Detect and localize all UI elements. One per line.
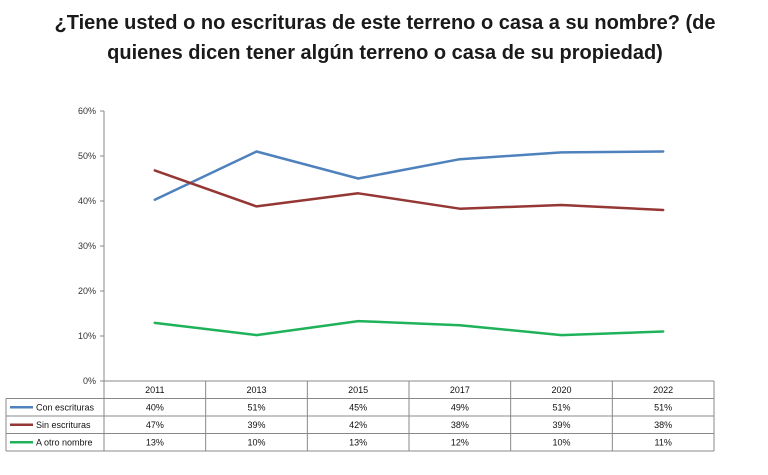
legend-label: Sin escrituras <box>36 420 91 430</box>
legend-label: A otro nombre <box>36 437 93 447</box>
data-label: 51% <box>247 402 265 412</box>
y-tick-label: 30% <box>78 241 96 251</box>
x-tick-label: 2022 <box>653 385 673 395</box>
x-tick-label: 2013 <box>246 385 266 395</box>
y-tick-label: 40% <box>78 196 96 206</box>
x-tick-label: 2011 <box>145 385 164 395</box>
data-label: 10% <box>247 437 265 447</box>
data-label: 11% <box>654 437 671 447</box>
data-label: 47% <box>146 420 164 430</box>
series-line <box>153 150 665 201</box>
y-tick-label: 60% <box>78 106 96 116</box>
series-line <box>153 319 665 337</box>
x-tick-label: 2017 <box>450 385 470 395</box>
data-label: 42% <box>349 420 367 430</box>
x-tick-label: 2020 <box>551 385 571 395</box>
data-label: 13% <box>349 437 367 447</box>
y-tick-label: 50% <box>78 151 96 161</box>
data-label: 49% <box>451 402 469 412</box>
data-label: 51% <box>552 402 570 412</box>
data-label: 45% <box>349 402 367 412</box>
data-label: 10% <box>552 437 570 447</box>
data-label: 40% <box>146 402 164 412</box>
x-tick-label: 2015 <box>348 385 368 395</box>
y-tick-label: 10% <box>78 331 96 341</box>
legend-label: Con escrituras <box>36 402 95 412</box>
data-label: 39% <box>247 420 265 430</box>
y-tick-label: 0% <box>83 376 96 386</box>
data-label: 38% <box>654 420 672 430</box>
data-label: 38% <box>451 420 469 430</box>
data-label: 51% <box>654 402 672 412</box>
data-label: 12% <box>451 437 469 447</box>
data-label: 13% <box>146 437 164 447</box>
chart-title: ¿Tiene usted o no escrituras de este ter… <box>54 12 716 64</box>
series-line <box>153 169 665 212</box>
y-tick-label: 20% <box>78 286 96 296</box>
data-label: 39% <box>552 420 570 430</box>
